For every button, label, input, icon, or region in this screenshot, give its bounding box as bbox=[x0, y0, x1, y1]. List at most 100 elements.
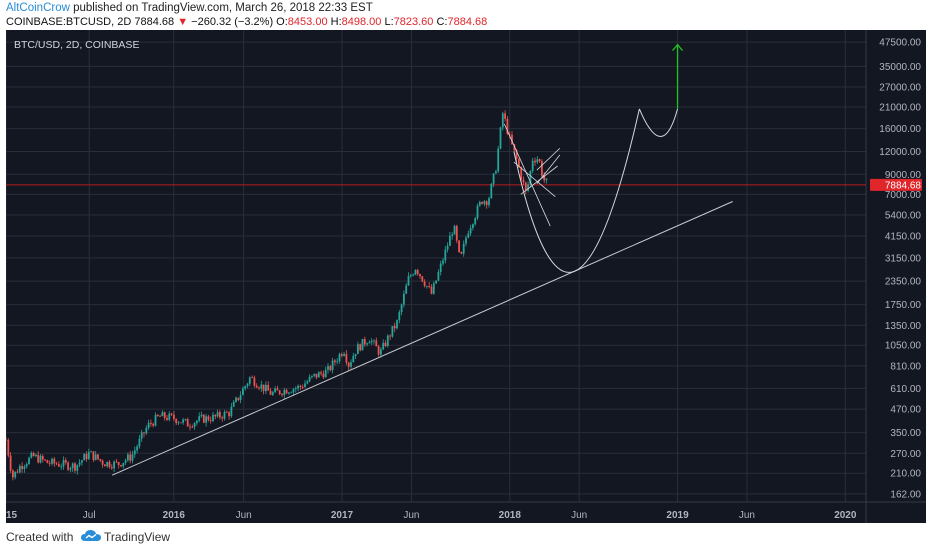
candle-body bbox=[260, 384, 263, 389]
last-price-tag bbox=[870, 178, 922, 191]
y-tick-label: 162.00 bbox=[890, 489, 921, 500]
low-value: 7823.60 bbox=[393, 16, 434, 28]
candle-body bbox=[472, 224, 474, 229]
candle-body bbox=[23, 466, 26, 469]
x-tick-label: 2018 bbox=[499, 510, 522, 521]
candle-body bbox=[338, 354, 341, 362]
candle-body bbox=[467, 233, 470, 238]
chart-area[interactable]: 162.00 210.00 270.00 350.00 470.00 610.00 810.… bbox=[0, 30, 926, 523]
candle-body bbox=[449, 235, 451, 246]
candle-body bbox=[391, 326, 394, 337]
candle-body bbox=[442, 260, 444, 264]
candle-body bbox=[46, 460, 49, 464]
candle-body bbox=[14, 471, 17, 478]
x-tick-label: Jun bbox=[403, 510, 419, 521]
x-tick-label: 2015 bbox=[6, 510, 18, 521]
candle-body bbox=[16, 471, 19, 473]
candle-body bbox=[60, 466, 63, 468]
candle-body bbox=[366, 343, 368, 345]
y-tick-label: 270.00 bbox=[890, 449, 921, 460]
candle-body bbox=[101, 460, 104, 465]
candle-body bbox=[251, 377, 253, 379]
candle-body bbox=[281, 393, 283, 396]
candle-body bbox=[283, 389, 286, 396]
candle-body bbox=[127, 454, 129, 461]
candle-body bbox=[9, 455, 12, 471]
candle-body bbox=[71, 463, 74, 469]
x-tick-label: 2017 bbox=[331, 510, 354, 521]
candle-body bbox=[161, 412, 164, 417]
candle-body bbox=[193, 423, 196, 427]
candle-body bbox=[531, 160, 534, 171]
candle-body bbox=[104, 464, 106, 467]
candle-body bbox=[511, 134, 513, 145]
high-label: H: bbox=[330, 16, 342, 28]
candle-body bbox=[331, 360, 334, 371]
candle-body bbox=[108, 461, 111, 468]
candle-body bbox=[163, 412, 166, 418]
candle-body bbox=[340, 354, 343, 356]
candle-body bbox=[115, 461, 118, 463]
candle-body bbox=[237, 397, 240, 400]
tradingview-brand[interactable]: TradingView bbox=[104, 530, 171, 544]
candle-body bbox=[513, 144, 516, 151]
y-tick-label: 1050.00 bbox=[885, 341, 922, 352]
candle-body bbox=[214, 414, 217, 417]
candle-body bbox=[258, 387, 260, 389]
x-tick-label: 2016 bbox=[163, 510, 186, 521]
candle-body bbox=[306, 381, 309, 384]
candle-body bbox=[380, 349, 382, 355]
candle-body bbox=[375, 340, 378, 347]
candle-body bbox=[131, 454, 134, 461]
candle-body bbox=[196, 420, 198, 424]
candle-body bbox=[5, 439, 7, 441]
candle-body bbox=[110, 467, 113, 469]
candle-body bbox=[497, 148, 500, 172]
candle-body bbox=[205, 416, 207, 423]
candle-body bbox=[430, 286, 433, 294]
candle-body bbox=[345, 353, 348, 363]
x-tick-label: 2019 bbox=[666, 510, 689, 521]
candle-body bbox=[407, 276, 410, 286]
x-tick-label: Jun bbox=[739, 510, 755, 521]
candle-body bbox=[292, 389, 295, 393]
candle-body bbox=[124, 460, 127, 463]
candle-body bbox=[522, 179, 525, 183]
candle-body bbox=[64, 460, 67, 463]
candle-body bbox=[87, 452, 90, 460]
candle-body bbox=[113, 461, 115, 469]
candle-body bbox=[483, 201, 486, 204]
candle-body bbox=[455, 225, 458, 241]
candle-body bbox=[336, 361, 339, 363]
y-tick-label: 210.00 bbox=[890, 469, 921, 480]
candle-body bbox=[370, 340, 373, 343]
candle-body bbox=[313, 373, 316, 376]
candle-body bbox=[403, 293, 405, 305]
publish-line: AltCoinCrow published on TradingView.com… bbox=[6, 2, 373, 14]
candle-body bbox=[253, 377, 256, 386]
candle-body bbox=[179, 422, 182, 424]
candle-body bbox=[529, 170, 532, 185]
wedge-line bbox=[513, 161, 556, 197]
candle-body bbox=[350, 362, 352, 367]
candle-body bbox=[416, 269, 419, 274]
candle-body bbox=[405, 285, 408, 294]
candle-body bbox=[202, 414, 205, 423]
candle-body bbox=[133, 450, 136, 455]
wedge-line bbox=[520, 165, 558, 195]
down-arrow-icon: ▼ bbox=[177, 16, 189, 28]
symbol-label: COINBASE:BTCUSD, 2D bbox=[6, 16, 132, 28]
author-link[interactable]: AltCoinCrow bbox=[6, 2, 70, 14]
price-chart[interactable]: 162.00 210.00 270.00 350.00 470.00 610.00 810.… bbox=[0, 30, 926, 523]
candle-body bbox=[189, 426, 191, 428]
candle-body bbox=[145, 427, 148, 434]
candle-body bbox=[481, 201, 483, 204]
up-arrow-icon bbox=[672, 43, 684, 52]
y-tick-label: 21000.00 bbox=[879, 102, 921, 113]
candle-body bbox=[184, 419, 187, 420]
support-trendline bbox=[111, 201, 733, 476]
candle-body bbox=[423, 281, 426, 287]
candle-body bbox=[357, 344, 359, 354]
candle-body bbox=[83, 454, 86, 461]
candle-body bbox=[271, 392, 274, 395]
